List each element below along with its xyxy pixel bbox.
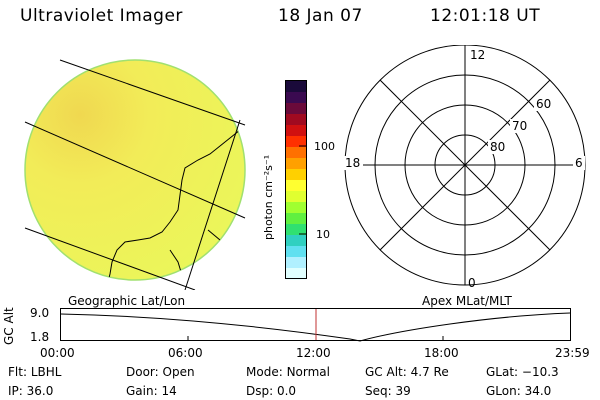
alt-xtick: 18:00 [424,346,459,360]
mlt-diagonal [379,79,551,251]
alt-ytick: 9.0 [30,306,50,320]
geographic-map [24,59,246,290]
mlt-label-12: 12 [470,48,485,62]
colorbar-band [286,147,306,159]
disk-edge [24,59,246,281]
alt-plot-frame [60,308,571,341]
status-gain: Gain: 14 [126,384,177,398]
colorbar-band [286,158,306,170]
mlt-label-0: 0 [468,276,476,290]
mlat-label-80: 80 [490,140,505,154]
status-mode: Mode: Normal [246,365,330,379]
alt-ytick: 1.8 [30,330,50,344]
colorbar-band [286,213,306,225]
status-seq: Seq: 39 [365,384,411,398]
colorbar [285,80,307,280]
status-glat: GLat: −10.3 [486,365,559,379]
date-label: 18 Jan 07 [278,6,363,26]
colorbar-band [286,136,306,148]
status-dsp: Dsp: 0.0 [246,384,297,398]
colorbar-unit-label: photon cm⁻²s⁻¹ [262,154,275,240]
status-ip: IP: 36.0 [8,384,54,398]
colorbar-border [285,80,307,279]
polar-plot-label: Apex MLat/MLT [422,294,512,308]
mlt-label-18: 18 [345,156,360,170]
colorbar-tick-label: 100 [314,140,335,153]
alt-xtick: 23:59 [555,346,590,360]
status-glon: GLon: 34.0 [486,384,552,398]
grid-line [24,121,246,219]
colorbar-band [286,257,306,269]
mlat-label-60: 60 [536,97,551,111]
alt-xtick: 00:00 [40,346,75,360]
colorbar-band [286,81,306,93]
instrument-title: Ultraviolet Imager [20,6,183,26]
altitude-curve [60,312,571,342]
colorbar-tick-label: 10 [316,228,330,241]
colorbar-band [286,125,306,137]
grid-line [184,119,241,290]
colorbar-band [286,235,306,247]
colorbar-band [286,202,306,214]
colorbar-band [286,180,306,192]
polar-plot: 12 18 6 0 80 70 60 [343,45,586,290]
mlt-label-6: 6 [575,156,583,170]
grid-line [59,59,246,126]
alt-axis-label: GC Alt [2,307,16,345]
colorbar-band [286,92,306,104]
alt-xtick: 12:00 [296,346,331,360]
colorbar-band [286,169,306,181]
colorbar-band [286,191,306,203]
mlat-label-70: 70 [512,119,527,133]
colorbar-band [286,268,306,280]
colorbar-band [286,224,306,236]
colorbar-band [286,114,306,126]
status-flt: Flt: LBHL [8,365,62,379]
time-label: 12:01:18 UT [430,6,541,26]
altitude-plot [60,308,571,342]
colorbar-band [286,246,306,258]
alt-xtick: 06:00 [168,346,203,360]
colorbar-band [286,103,306,115]
geo-map-label: Geographic Lat/Lon [68,294,186,308]
grid-line [24,227,196,290]
status-gc-alt: GC Alt: 4.7 Re [365,365,449,379]
status-door: Door: Open [126,365,195,379]
